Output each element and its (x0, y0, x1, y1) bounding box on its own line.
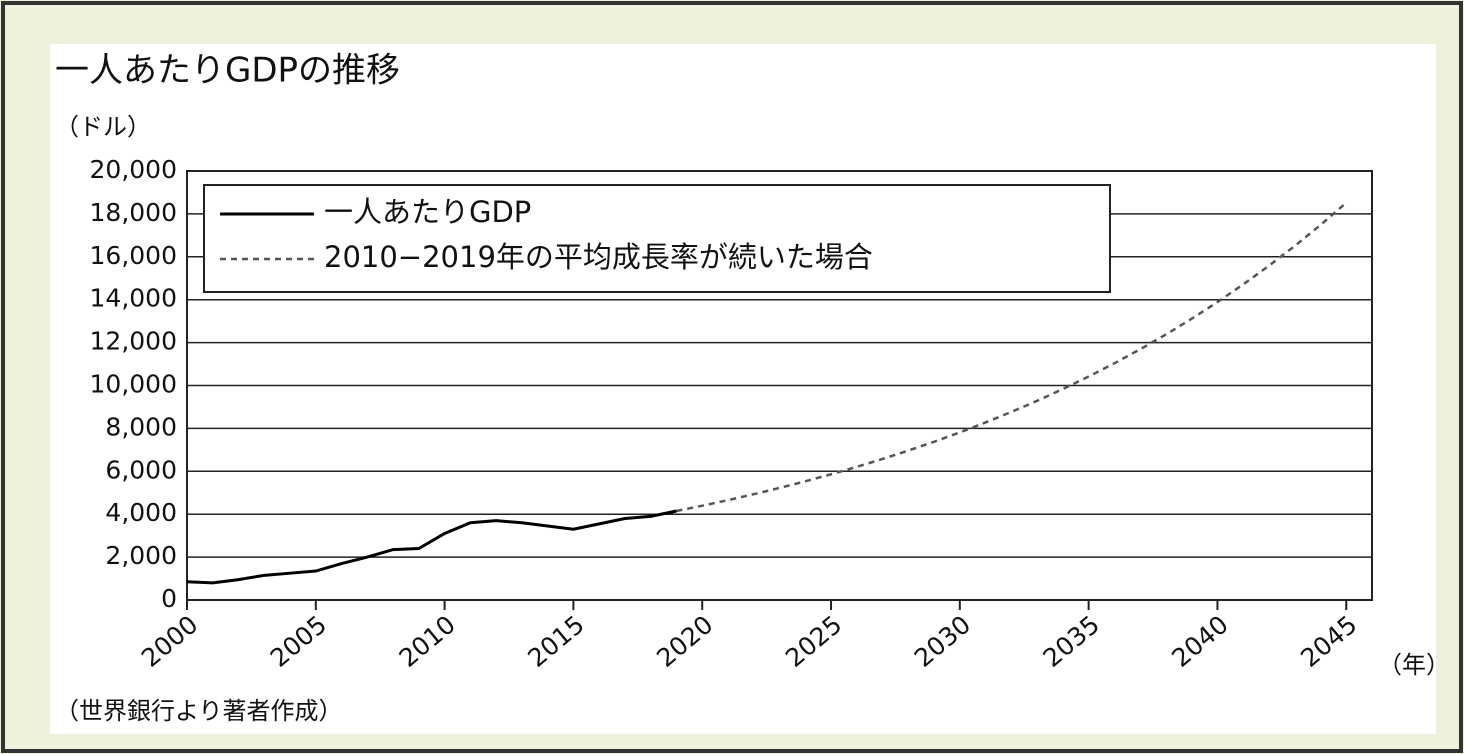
y-tick-label: 6,000 (105, 455, 177, 484)
y-tick-label: 18,000 (90, 198, 177, 227)
y-tick-label: 4,000 (105, 498, 177, 527)
y-tick-label: 20,000 (90, 155, 177, 184)
y-axis-label: （ドル） (55, 113, 151, 141)
plot-border (186, 170, 1373, 601)
x-axis-label: （年） (1378, 651, 1450, 679)
y-tick-label: 14,000 (90, 284, 177, 313)
source-note: （世界銀行より著者作成） (55, 697, 343, 725)
y-tick-label: 10,000 (90, 370, 177, 399)
legend-label: 一人あたりGDP (324, 195, 531, 229)
data-line (186, 509, 677, 585)
y-tick-label: 12,000 (90, 327, 177, 356)
data-line (676, 201, 1348, 513)
panel (50, 44, 1436, 734)
y-tick-label: 0 (161, 584, 177, 613)
y-tick-label: 2,000 (105, 541, 177, 570)
legend-label: 2010−2019年の平均成長率が続いた場合 (324, 240, 873, 274)
y-tick-label: 16,000 (90, 241, 177, 270)
y-tick-label: 8,000 (105, 412, 177, 441)
chart-title: 一人あたりGDPの推移 (55, 51, 400, 91)
legend-box (203, 184, 1111, 293)
